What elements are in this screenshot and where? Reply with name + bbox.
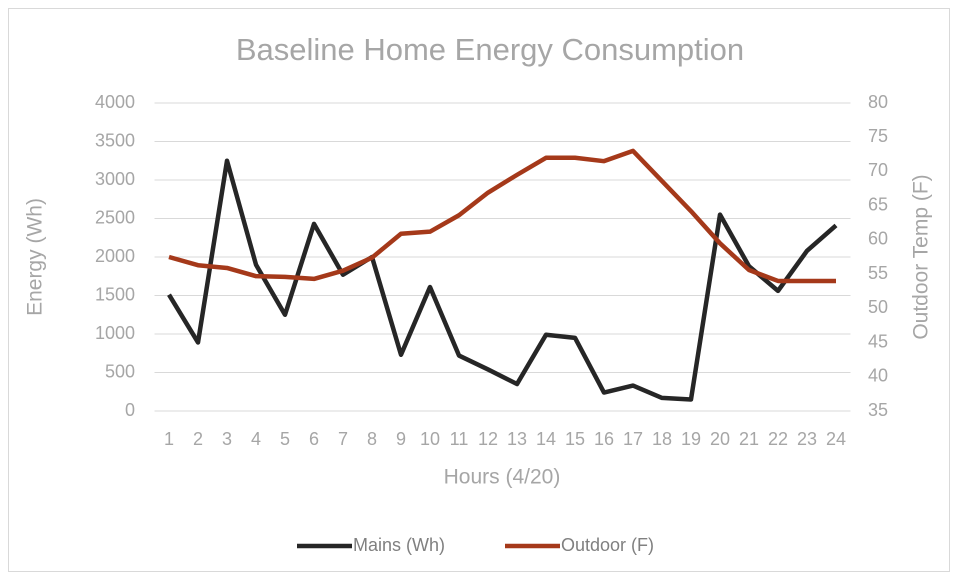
y-tick-label: 1000 [95, 323, 135, 343]
y2-tick-label: 65 [868, 194, 888, 214]
x-tick-label: 16 [594, 429, 614, 449]
x-tick-label: 7 [338, 429, 348, 449]
y-tick-label: 2000 [95, 246, 135, 266]
y2-tick-label: 35 [868, 400, 888, 420]
legend-label: Mains (Wh) [353, 535, 445, 555]
x-tick-label: 1 [164, 429, 174, 449]
x-tick-label: 13 [507, 429, 527, 449]
y-tick-label: 2500 [95, 207, 135, 227]
y2-tick-label: 80 [868, 92, 888, 112]
y2-tick-label: 50 [868, 297, 888, 317]
x-tick-label: 21 [739, 429, 759, 449]
x-tick-label: 17 [623, 429, 643, 449]
x-tick-label: 3 [222, 429, 232, 449]
y-tick-label: 3000 [95, 169, 135, 189]
x-axis-title: Hours (4/20) [444, 466, 561, 489]
line-series [168, 148, 836, 284]
y-tick-label: 0 [125, 400, 135, 420]
x-tick-label: 19 [681, 429, 701, 449]
chart-border [8, 8, 950, 572]
x-tick-label: 10 [420, 429, 440, 449]
x-tick-label: 15 [565, 429, 585, 449]
y-tick-label: 1500 [95, 284, 135, 304]
x-tick-label: 18 [652, 429, 672, 449]
y2-tick-label: 40 [868, 366, 888, 386]
y-tick-label: 3500 [95, 130, 135, 150]
x-tick-label: 12 [478, 429, 498, 449]
x-tick-label: 6 [309, 429, 319, 449]
y2-tick-label: 70 [868, 160, 888, 180]
x-tick-label: 20 [710, 429, 730, 449]
line-series [167, 158, 838, 402]
y2-tick-label: 45 [868, 331, 888, 351]
x-tick-label: 8 [367, 429, 377, 449]
legend-label: Outdoor (F) [561, 535, 654, 555]
y2-axis-title: Outdoor Temp (F) [910, 174, 933, 339]
y2-tick-label: 75 [868, 126, 888, 146]
x-tick-label: 9 [396, 429, 406, 449]
x-tick-label: 23 [797, 429, 817, 449]
chart-title: Baseline Home Energy Consumption [236, 32, 744, 67]
y-tick-label: 4000 [95, 92, 135, 112]
x-tick-label: 4 [251, 429, 261, 449]
x-tick-label: 11 [450, 429, 469, 449]
y-tick-label: 500 [105, 361, 135, 381]
x-tick-label: 5 [280, 429, 290, 449]
x-tick-label: 24 [826, 429, 846, 449]
x-tick-label: 2 [193, 429, 203, 449]
y-axis-title: Energy (Wh) [24, 198, 47, 316]
y2-tick-label: 55 [868, 263, 888, 283]
y2-tick-label: 60 [868, 229, 888, 249]
x-tick-label: 14 [536, 429, 556, 449]
x-tick-label: 22 [768, 429, 788, 449]
